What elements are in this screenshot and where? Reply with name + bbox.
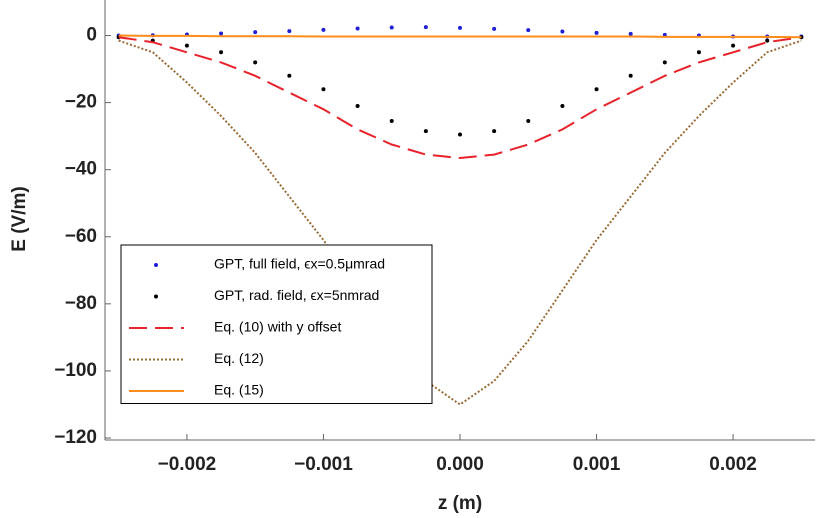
data-point [731, 43, 736, 48]
data-point [696, 50, 701, 55]
x-tick-label: −0.001 [294, 454, 353, 475]
y-tick-label: 0 [86, 25, 97, 46]
data-point [628, 73, 633, 78]
data-point [253, 60, 258, 65]
legend: GPT, full field, ϵx=0.5μmrad GPT, rad. fi… [120, 244, 433, 404]
data-point [492, 26, 497, 31]
data-point [560, 103, 565, 108]
legend-box [120, 244, 433, 404]
data-point [184, 43, 189, 48]
data-point [492, 129, 497, 134]
data-point [560, 29, 565, 34]
data-point [321, 27, 326, 32]
x-tick-label: 0.001 [573, 454, 621, 475]
data-point [765, 38, 770, 43]
y-tick-label: −80 [65, 293, 97, 314]
data-point [458, 132, 462, 137]
data-point [526, 28, 531, 33]
x-axis-label: z (m) [438, 493, 482, 514]
data-point [355, 26, 360, 31]
y-tick-label: −120 [54, 427, 97, 448]
legend-marker [154, 294, 158, 299]
data-point [287, 29, 292, 34]
legend-label: Eq. (10) with y offset [214, 319, 341, 335]
series-line [118, 34, 802, 39]
data-point [458, 25, 462, 30]
legend-label: Eq. (12) [214, 350, 264, 366]
data-point [423, 25, 428, 30]
data-point [423, 129, 428, 134]
data-point [219, 31, 224, 36]
x-tick-label: −0.002 [158, 454, 217, 475]
data-point [355, 103, 360, 108]
y-axis-label: E (V/m) [9, 186, 30, 251]
data-point [594, 87, 599, 92]
data-point [662, 60, 667, 65]
legend-label: GPT, full field, ϵx=0.5μmrad [214, 256, 385, 272]
series-line [118, 36, 802, 160]
y-tick-label: −100 [54, 360, 97, 381]
x-tick-label: 0.002 [709, 454, 757, 475]
data-point [389, 25, 394, 30]
legend-marker [154, 263, 158, 267]
data-point [526, 119, 531, 124]
x-tick-label: 0.000 [436, 454, 484, 475]
data-point [628, 31, 633, 36]
y-tick-label: −40 [65, 159, 97, 180]
data-point [594, 30, 599, 35]
legend-label: GPT, rad. field, ϵx=5nmrad [214, 287, 379, 303]
data-point [321, 87, 326, 92]
data-point [219, 50, 224, 55]
y-tick-label: −60 [65, 226, 97, 247]
data-point [253, 30, 258, 35]
data-point [287, 73, 292, 78]
y-tick-label: −20 [65, 92, 97, 113]
data-point [662, 32, 667, 37]
data-point [389, 119, 394, 124]
legend-label: Eq. (15) [214, 382, 264, 398]
